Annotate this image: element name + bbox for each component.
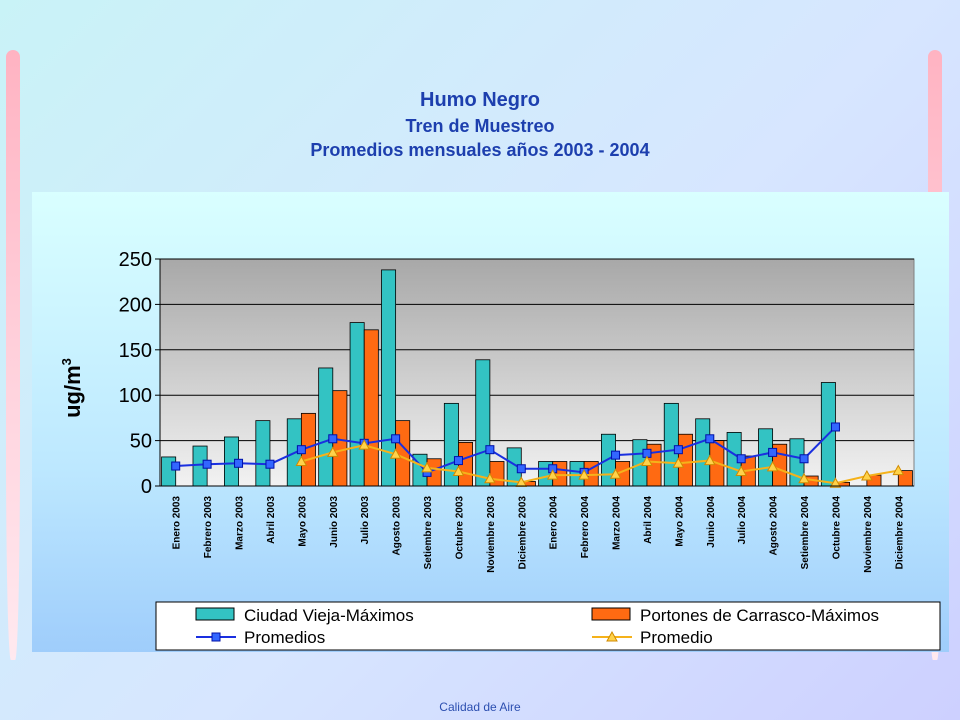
x-tick-label: Abril 2004	[643, 496, 654, 544]
legend-swatch	[591, 607, 631, 621]
x-tick-label: Julio 2004	[737, 496, 748, 545]
marker-triangle	[735, 465, 748, 476]
bar-portones	[677, 433, 693, 487]
legend-label: Promedio	[640, 628, 713, 647]
legend-box	[155, 601, 941, 651]
marker-square	[453, 456, 463, 466]
marker-triangle	[861, 469, 873, 481]
chart-panel: 0 50 100 150 200 250 Enero 2003 Febrero 2003 Mar…	[32, 192, 949, 652]
decorative-stripe-left	[6, 50, 20, 660]
marker-square	[611, 450, 621, 460]
bar-ciudad-vieja	[663, 402, 679, 487]
marker-triangle	[641, 455, 653, 466]
marker-square	[673, 445, 683, 455]
x-tick-label: Setiembre 2004	[800, 496, 811, 570]
y-tick-label: 0	[141, 476, 152, 498]
marker-triangle	[326, 446, 339, 457]
bar-ciudad-vieja	[318, 367, 334, 487]
marker-square	[265, 459, 275, 469]
legend-label: Portones de Carrasco-Máximos	[640, 606, 879, 625]
x-tick-label: Marzo 2004	[612, 496, 623, 550]
x-tick-label: Febrero 2004	[580, 496, 591, 559]
marker-square	[799, 454, 809, 464]
bar-ciudad-vieja	[758, 428, 774, 487]
marker-square	[705, 434, 715, 444]
x-tick-label: Junio 2004	[706, 496, 717, 548]
marker-triangle	[295, 455, 308, 466]
bar-portones	[363, 329, 379, 487]
chart-svg: 0 50 100 150 200 250 Enero 2003 Febrero 2003 Mar…	[59, 249, 941, 651]
x-tick-label: Octubre 2004	[831, 496, 842, 560]
line-triangle	[301, 444, 899, 485]
marker-square	[234, 458, 244, 468]
chart-titles: Humo Negro Tren de Muestreo Promedios me…	[0, 86, 960, 162]
x-tick-label: Octubre 2003	[454, 496, 465, 560]
marker-triangle	[484, 472, 496, 484]
legend-label: Promedios	[244, 628, 325, 647]
line-square	[175, 426, 837, 474]
bar-ciudad-vieja	[255, 420, 271, 487]
y-tick-label: 100	[119, 385, 152, 407]
marker-triangle	[892, 464, 905, 476]
marker-square	[391, 434, 401, 444]
marker-square	[202, 459, 212, 469]
bar-ciudad-vieja	[695, 418, 711, 487]
marker-square	[830, 422, 840, 432]
y-axis-label-superscript: 3	[59, 358, 74, 365]
marker-triangle	[672, 457, 685, 468]
x-tick-label: Julio 2003	[360, 496, 371, 545]
x-tick-label: Diciembre 2004	[894, 496, 905, 570]
x-tick-label: Noviembre 2003	[486, 496, 497, 573]
x-tick-label: Mayo 2004	[674, 496, 685, 547]
marker-triangle	[766, 460, 779, 472]
marker-square	[516, 464, 526, 474]
bar-ciudad-vieja	[161, 456, 177, 487]
marker-triangle	[546, 469, 559, 480]
marker-triangle	[389, 448, 402, 459]
y-tick-label: 150	[119, 340, 152, 362]
chart-title: Humo Negro	[420, 89, 540, 111]
x-tick-label: Agosto 2004	[769, 496, 780, 556]
marker-triangle	[452, 465, 465, 476]
legend-swatch	[195, 607, 235, 621]
marker-triangle	[421, 461, 433, 473]
x-tick-label: Febrero 2003	[203, 496, 214, 559]
marker-square	[736, 454, 746, 464]
y-tick-label: 250	[119, 249, 152, 271]
y-axis-label: ug/m3	[59, 358, 85, 418]
marker-triangle	[578, 469, 590, 480]
marker-square	[171, 461, 181, 471]
x-tick-label: Setiembre 2003	[423, 496, 434, 570]
bar-ciudad-vieja	[349, 322, 365, 487]
x-tick-label: Junio 2003	[329, 496, 340, 548]
footer-text: Calidad de Aire	[439, 700, 521, 714]
legend-label: Ciudad Vieja-Máximos	[244, 606, 414, 625]
chart-subtitle: Tren de Muestreo	[405, 116, 555, 136]
marker-square	[768, 447, 778, 457]
marker-triangle	[703, 454, 716, 466]
x-tick-label: Marzo 2003	[235, 496, 246, 550]
marker-square	[328, 434, 338, 444]
marker-triangle	[609, 468, 622, 479]
x-tick-label: Mayo 2003	[297, 496, 308, 547]
chart-subtitle-2: Promedios mensuales años 2003 - 2004	[310, 140, 650, 160]
x-tick-label: Abril 2003	[266, 496, 277, 544]
bar-ciudad-vieja	[475, 359, 491, 487]
marker-square	[485, 445, 495, 455]
marker-triangle	[358, 439, 371, 450]
y-tick-label: 200	[119, 294, 152, 316]
x-tick-label: Diciembre 2003	[517, 496, 528, 570]
plot-area	[159, 258, 915, 487]
x-tick-label: Enero 2004	[549, 496, 560, 550]
legend-marker-triangle	[606, 630, 618, 642]
x-tick-label: Agosto 2003	[392, 496, 403, 556]
x-tick-label: Noviembre 2004	[863, 496, 874, 573]
marker-triangle	[829, 477, 842, 488]
x-tick-label: Enero 2003	[172, 496, 183, 550]
marker-square	[296, 445, 306, 455]
marker-triangle	[798, 472, 810, 484]
legend-marker-square	[211, 632, 221, 642]
y-tick-label: 50	[130, 431, 152, 453]
